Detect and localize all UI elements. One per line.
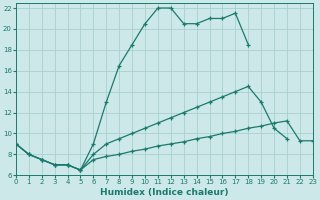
X-axis label: Humidex (Indice chaleur): Humidex (Indice chaleur): [100, 188, 228, 197]
